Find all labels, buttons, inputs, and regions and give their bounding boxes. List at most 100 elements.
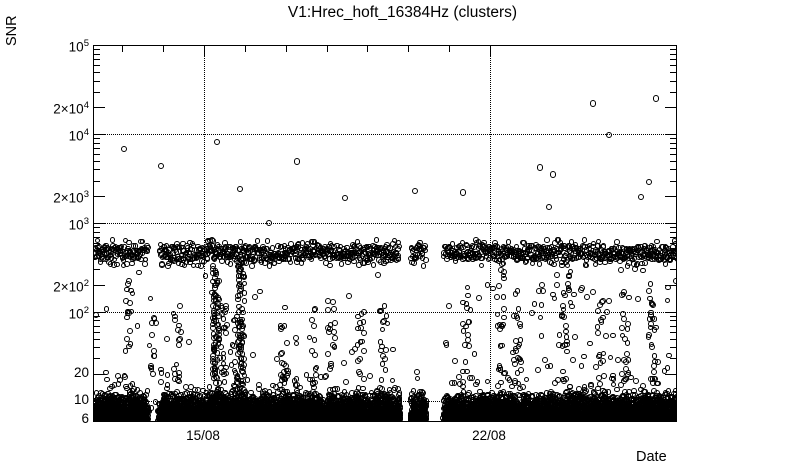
scatter-point: [418, 248, 424, 254]
y-axis-minor-tick-right: [670, 138, 676, 139]
y-axis-minor-tick-right: [670, 358, 676, 359]
scatter-point: [110, 246, 116, 252]
y-axis-minor-tick-right: [670, 269, 676, 270]
y-axis-major-tick: [94, 107, 105, 108]
scatter-point: [630, 247, 636, 253]
scatter-point: [489, 246, 495, 252]
scatter-point: [159, 262, 165, 268]
y-axis-minor-tick: [94, 72, 100, 73]
scatter-point: [530, 261, 536, 267]
scatter-point: [292, 252, 298, 258]
scatter-point: [228, 261, 234, 267]
x-axis-minor-tick-top: [327, 46, 328, 52]
y-axis-major-tick: [94, 45, 105, 46]
scatter-point: [551, 262, 557, 268]
scatter-point: [492, 240, 498, 246]
scatter-point: [624, 246, 630, 252]
y-axis-minor-tick: [94, 320, 100, 321]
y-axis-minor-tick-right: [670, 148, 676, 149]
y-axis-tick-label: 2×102: [3, 277, 89, 294]
scatter-point: [675, 257, 677, 263]
y-axis-minor-tick-right: [670, 65, 676, 66]
x-axis-major-tick-top: [490, 46, 491, 57]
scatter-point: [246, 245, 252, 251]
scatter-point: [531, 254, 537, 260]
scatter-point: [584, 263, 590, 269]
chart-root: V1:Hrec_hoft_16384Hz (clusters) SNR Date…: [0, 0, 805, 472]
scatter-point: [593, 249, 599, 255]
y-axis-minor-tick-right: [670, 59, 676, 60]
scatter-point: [345, 260, 351, 266]
scatter-point: [607, 259, 613, 265]
scatter-point: [582, 237, 588, 243]
scatter-point: [305, 253, 311, 259]
y-axis-tick-label: 105: [3, 37, 89, 54]
y-axis-tick-labels: 105 2×104 104 2×103 103 2×102 102 20 10 6: [0, 0, 89, 472]
scatter-point: [421, 263, 427, 269]
y-axis-minor-tick: [94, 138, 100, 139]
y-axis-minor-tick-right: [670, 347, 676, 348]
y-axis-minor-tick: [94, 227, 100, 228]
scatter-point: [288, 260, 294, 266]
scatter-point: [185, 245, 191, 251]
scatter-point: [544, 237, 550, 243]
chart-title: V1:Hrec_hoft_16384Hz (clusters): [0, 4, 805, 22]
y-axis-minor-tick: [94, 347, 100, 348]
y-axis-minor-tick-right: [670, 339, 676, 340]
scatter-point: [479, 263, 485, 269]
y-axis-minor-tick: [94, 326, 100, 327]
scatter-point: [110, 237, 116, 243]
scatter-point: [506, 239, 512, 245]
y-axis-minor-tick: [94, 339, 100, 340]
scatter-point: [517, 249, 523, 255]
y-axis-minor-tick: [94, 54, 100, 55]
scatter-point: [136, 253, 142, 259]
y-axis-tick-label: 20: [3, 366, 89, 379]
y-axis-tick-label: 2×104: [3, 99, 89, 116]
y-axis-minor-tick: [94, 269, 100, 270]
scatter-point: [501, 261, 507, 267]
x-axis-minor-tick-top: [408, 46, 409, 52]
y-axis-tick-label: 10: [3, 393, 89, 406]
scatter-point: [411, 260, 417, 266]
scatter-point: [131, 243, 137, 249]
y-axis-minor-tick-right: [670, 320, 676, 321]
scatter-point: [464, 243, 470, 249]
y-axis-minor-tick: [94, 59, 100, 60]
y-axis-tick-label: 102: [3, 304, 89, 321]
scatter-point: [142, 261, 148, 267]
y-axis-minor-tick: [94, 161, 100, 162]
scatter-point: [654, 239, 660, 245]
y-axis-major-tick: [94, 134, 105, 135]
x-axis-minor-tick-top: [245, 46, 246, 52]
scatter-point: [537, 261, 543, 267]
y-axis-minor-tick-right: [670, 232, 676, 233]
scatter-point: [601, 243, 607, 249]
y-axis-major-tick-right: [665, 374, 676, 375]
horizontal-gridline: [94, 223, 677, 224]
y-axis-minor-tick: [94, 148, 100, 149]
scatter-point: [524, 259, 530, 265]
plot-area: [93, 45, 677, 422]
y-axis-major-tick: [94, 223, 105, 224]
scatter-point: [158, 242, 164, 248]
y-axis-minor-tick-right: [670, 227, 676, 228]
scatter-point: [299, 260, 305, 266]
horizontal-gridline: [94, 134, 677, 135]
y-axis-major-tick-right: [665, 107, 676, 108]
y-axis-minor-tick: [94, 65, 100, 66]
scatter-point: [423, 257, 429, 263]
scatter-point: [529, 247, 535, 253]
y-axis-major-tick-right: [665, 45, 676, 46]
y-axis-major-tick: [94, 196, 105, 197]
y-axis-major-tick: [94, 285, 105, 286]
scatter-point: [198, 263, 204, 269]
scatter-point: [255, 238, 261, 244]
scatter-point: [216, 247, 222, 253]
y-axis-minor-tick-right: [670, 326, 676, 327]
x-axis-minor-tick-top: [122, 46, 123, 52]
scatter-point: [550, 247, 556, 253]
y-axis-minor-tick: [94, 154, 100, 155]
scatter-point: [565, 263, 571, 269]
y-axis-minor-tick: [94, 143, 100, 144]
